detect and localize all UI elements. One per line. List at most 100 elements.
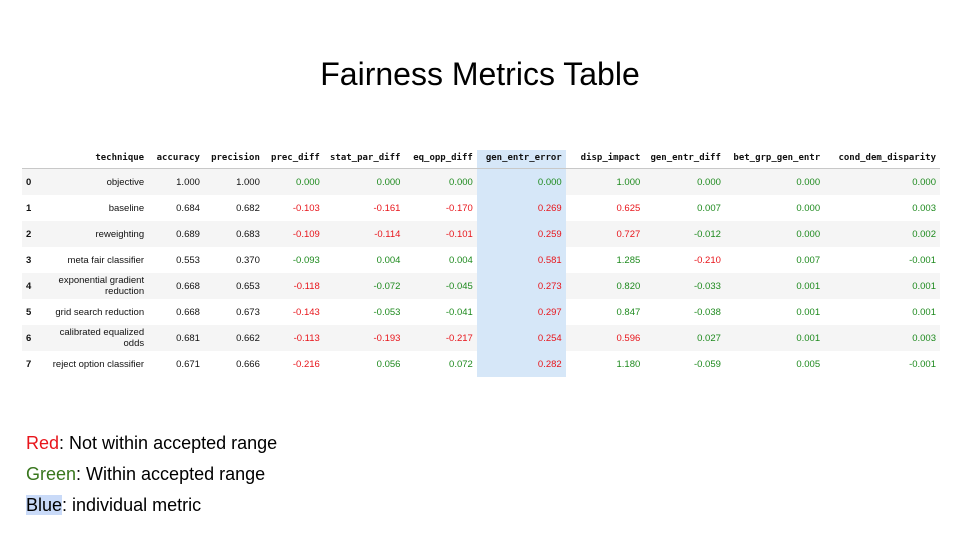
metric-cell: 0.000 <box>644 168 725 195</box>
metric-cell: 0.596 <box>565 325 645 351</box>
column-header: eq_opp_diff <box>404 150 477 169</box>
metric-cell: -0.109 <box>263 221 324 247</box>
table-row: 7 reject option classifier 0.671 0.666 -0.21… <box>22 351 940 377</box>
metric-cell: -0.161 <box>373 202 401 214</box>
technique-cell: objective <box>38 168 149 195</box>
column-header: gen_entr_error <box>476 150 566 169</box>
metric-cell: 0.007 <box>697 202 721 214</box>
technique-cell: baseline <box>108 202 145 214</box>
legend-blue: Blue: individual metric <box>26 494 277 525</box>
row-index: 7 <box>26 358 32 370</box>
column-header <box>22 150 39 169</box>
metric-cell: -0.012 <box>644 221 725 247</box>
metric-cell: 0.259 <box>476 221 566 247</box>
column-header: cond_dem_disparity <box>824 150 940 169</box>
table-row: 1 baseline 0.684 0.682 -0.103 -0.161 -0.170 0.2… <box>22 195 940 221</box>
row-index: 6 <box>22 325 39 351</box>
technique-cell: meta fair classifier <box>67 254 145 266</box>
metric-cell: -0.072 <box>323 273 405 299</box>
metric-cell: -0.113 <box>263 325 324 351</box>
row-index: 0 <box>22 168 39 195</box>
column-header: gen_entr_diff <box>644 150 725 169</box>
metric-cell: -0.093 <box>292 254 320 266</box>
metric-cell: 0.653 <box>203 273 264 299</box>
metric-cell: -0.041 <box>445 306 473 318</box>
metric-cell: 1.000 <box>203 168 264 195</box>
table-row: 6 calibrated equalized odds 0.681 0.662 -0.1… <box>22 325 940 351</box>
table-row: 3 meta fair classifier 0.553 0.370 -0.093 0.0… <box>22 247 940 273</box>
row-index: 3 <box>26 254 32 266</box>
metric-cell: 0.682 <box>236 202 260 214</box>
metric-cell: -0.001 <box>909 254 936 266</box>
legend-blue-text: : individual metric <box>62 495 202 515</box>
metric-cell: 0.072 <box>449 358 473 370</box>
table-row: 4 exponential gradient reduction 0.668 0.65… <box>22 273 940 299</box>
metric-cell: 0.001 <box>912 306 936 318</box>
metric-cell: 0.273 <box>476 273 566 299</box>
row-index: 1 <box>26 202 32 214</box>
fairness-metrics-table: technique accuracy precision prec_diff stat_… <box>22 150 940 377</box>
metric-cell: 0.004 <box>376 254 401 266</box>
metric-cell: 0.000 <box>476 168 566 195</box>
metric-cell: -0.038 <box>693 306 721 318</box>
metric-cell: -0.143 <box>292 306 320 318</box>
metric-cell: 0.001 <box>724 325 825 351</box>
column-header: prec_diff <box>263 150 324 169</box>
metric-cell: 0.370 <box>236 254 260 266</box>
column-header: disp_impact <box>565 150 645 169</box>
metric-cell: -0.216 <box>292 358 320 370</box>
metric-cell: 0.297 <box>476 299 566 325</box>
metric-cell: 0.004 <box>449 254 473 266</box>
metric-cell: -0.217 <box>404 325 477 351</box>
technique-cell: exponential gradient reduction <box>38 273 149 299</box>
metric-cell: -0.059 <box>693 358 721 370</box>
metric-cell: 0.001 <box>824 273 940 299</box>
table-header-row: technique accuracy precision prec_diff stat_… <box>22 150 940 169</box>
metric-cell: 1.285 <box>616 254 641 266</box>
row-index: 2 <box>22 221 39 247</box>
metric-cell: -0.033 <box>644 273 725 299</box>
metric-cell: 0.007 <box>796 254 821 266</box>
metric-cell: 0.001 <box>796 306 821 318</box>
metric-cell: -0.103 <box>292 202 320 214</box>
metric-cell: 0.553 <box>176 254 200 266</box>
column-header: accuracy <box>148 150 204 169</box>
legend-green-word: Green <box>26 464 77 484</box>
metric-cell: 0.671 <box>176 358 200 370</box>
metric-cell: 0.002 <box>824 221 940 247</box>
metric-cell: 0.684 <box>176 202 200 214</box>
row-index: 4 <box>22 273 39 299</box>
metric-cell: 0.625 <box>616 202 641 214</box>
column-header: technique <box>38 150 149 169</box>
metric-cell: 0.681 <box>148 325 204 351</box>
row-index: 5 <box>26 306 32 318</box>
metric-cell: 0.666 <box>236 358 260 370</box>
metric-cell: 0.000 <box>263 168 324 195</box>
metric-cell: -0.118 <box>263 273 324 299</box>
legend-blue-word: Blue <box>26 495 63 515</box>
slide-title: Fairness Metrics Table <box>320 56 640 92</box>
metric-cell: 0.668 <box>176 306 200 318</box>
metric-cell: -0.101 <box>404 221 477 247</box>
metric-cell: 0.673 <box>236 306 260 318</box>
metric-cell: 0.003 <box>824 325 940 351</box>
metric-cell: 0.000 <box>404 168 477 195</box>
metric-cell: 0.282 <box>476 351 566 377</box>
technique-cell: reweighting <box>38 221 149 247</box>
metric-cell: 0.727 <box>565 221 645 247</box>
column-header: stat_par_diff <box>323 150 405 169</box>
metric-cell: 0.000 <box>724 168 825 195</box>
legend-red-text: : Not within accepted range <box>59 433 278 453</box>
metric-cell: 0.000 <box>323 168 405 195</box>
metric-cell: 0.000 <box>796 202 821 214</box>
legend-green-text: : Within accepted range <box>76 464 266 484</box>
metric-cell: -0.193 <box>323 325 405 351</box>
metric-cell: 0.005 <box>796 358 821 370</box>
metric-cell: 0.668 <box>148 273 204 299</box>
metric-cell: 1.000 <box>565 168 645 195</box>
metric-cell: 0.847 <box>616 306 641 318</box>
metric-cell: 0.683 <box>203 221 264 247</box>
metric-cell: 0.254 <box>476 325 566 351</box>
legend-red: Red: Not within accepted range <box>26 432 277 463</box>
metric-cell: 1.180 <box>616 358 641 370</box>
